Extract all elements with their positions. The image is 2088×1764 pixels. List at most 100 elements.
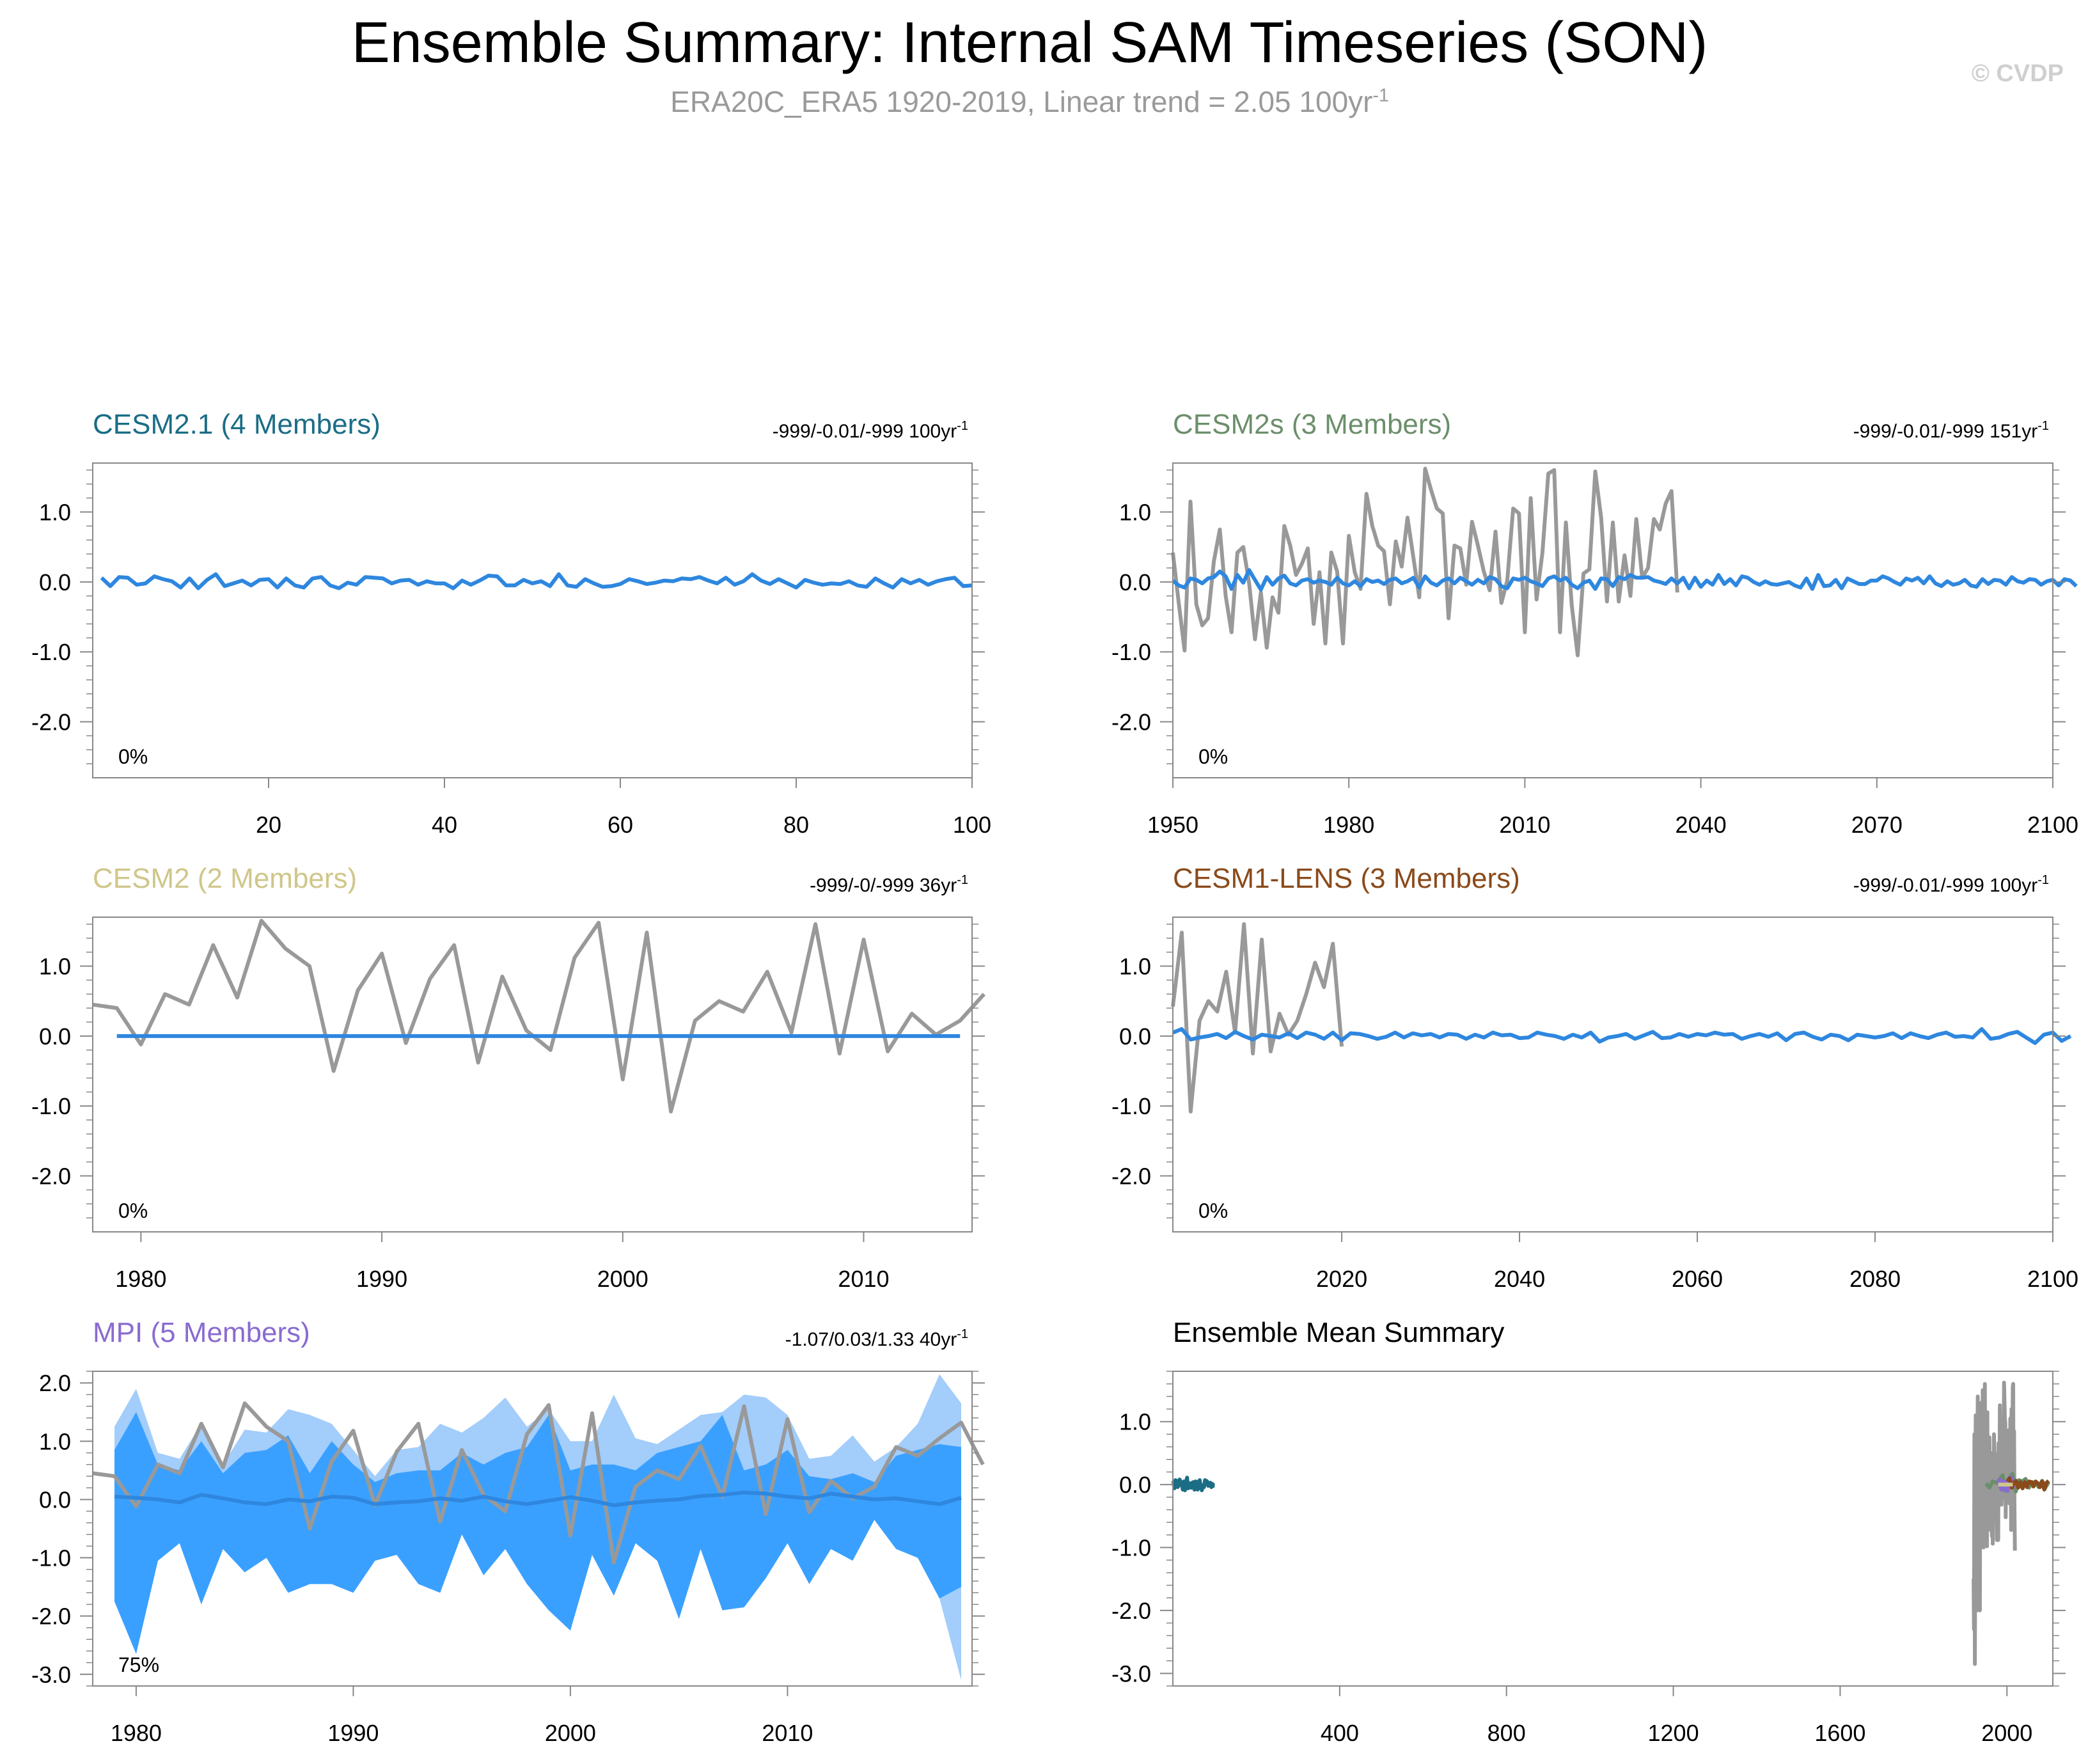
- observed-sam-line: [1171, 466, 1679, 658]
- x-tick-label: 2000: [1981, 1720, 2032, 1746]
- x-tick-label: 1980: [1323, 812, 1374, 838]
- y-tick-label: -1.0: [1111, 1093, 1151, 1119]
- y-tick-label: -1.0: [31, 1093, 71, 1119]
- panel-title: CESM1-LENS (3 Members): [1173, 863, 1520, 894]
- stats-text: -1.07/0.03/1.33 40yr: [785, 1329, 957, 1350]
- y-tick-label: 1.0: [39, 1428, 71, 1454]
- subtitle-text: ERA20C_ERA5 1920-2019, Linear trend = 2.…: [670, 85, 1373, 118]
- y-tick-label: -3.0: [31, 1662, 71, 1688]
- cvdp-watermark: © CVDP: [1971, 60, 2064, 87]
- panel-title: CESM2.1 (4 Members): [93, 409, 381, 440]
- chart-panel-cesm2s: CESM2s (3 Members) -999/-0.01/-999 151yr-…: [1111, 409, 2078, 838]
- x-tick-label: 2010: [838, 1266, 889, 1292]
- panel-title: Ensemble Mean Summary: [1173, 1317, 1504, 1348]
- chart-panel-cesm1: CESM1-LENS (3 Members) -999/-0.01/-999 10…: [1111, 863, 2078, 1292]
- observed-sam-line: [92, 918, 986, 1114]
- y-tick-label: -2.0: [31, 709, 71, 736]
- y-tick-label: 0.0: [1119, 1472, 1151, 1498]
- x-tick-label: 2010: [762, 1720, 813, 1746]
- y-tick-label: -2.0: [31, 1163, 71, 1190]
- x-tick-label: 2000: [597, 1266, 648, 1292]
- stats-exponent: -1: [957, 1327, 968, 1341]
- plot-frame: [92, 462, 973, 778]
- y-tick-label: 1.0: [1119, 500, 1151, 526]
- x-tick-label: 1950: [1147, 812, 1198, 838]
- page-subtitle: ERA20C_ERA5 1920-2019, Linear trend = 2.…: [0, 84, 2059, 119]
- x-tick-label: 2100: [2027, 812, 2078, 838]
- x-tick-label: 2010: [1499, 812, 1550, 838]
- chart-panel-mpi: MPI (5 Members) -1.07/0.03/1.33 40yr-1 2.0…: [31, 1317, 985, 1746]
- percent-label: 0%: [118, 1199, 148, 1222]
- ensemble-mean-line: [100, 572, 973, 590]
- y-tick-label: 1.0: [1119, 1409, 1151, 1435]
- panel-stats: -999/-0.01/-999 151yr-1: [1853, 419, 2049, 442]
- x-tick-label: 400: [1321, 1720, 1359, 1746]
- summary-series-observations: [1972, 1380, 2017, 1666]
- x-tick-label: 2070: [1851, 812, 1903, 838]
- panel-stats: -1.07/0.03/1.33 40yr-1: [785, 1327, 968, 1350]
- panel-title: CESM2s (3 Members): [1173, 409, 1451, 440]
- y-tick-label: -1.0: [1111, 1535, 1151, 1561]
- observed-sam-line: [92, 1401, 985, 1564]
- y-tick-label: 0.0: [39, 1023, 71, 1050]
- x-tick-label: 1990: [327, 1720, 379, 1746]
- stats-text: -999/-0/-999 36yr: [810, 875, 957, 896]
- page-title: Ensemble Summary: Internal SAM Timeserie…: [351, 11, 1708, 75]
- ensemble-mean-line: [1172, 1027, 2072, 1045]
- stats-text: -999/-0.01/-999 100yr: [773, 421, 957, 442]
- ensemble-mean-line: [114, 1490, 962, 1508]
- plot-frame: [1172, 462, 2053, 778]
- stats-exponent: -1: [957, 419, 968, 433]
- x-tick-label: 100: [953, 812, 991, 838]
- y-tick-label: 0.0: [1119, 1023, 1151, 1050]
- stats-text: -999/-0.01/-999 100yr: [1853, 875, 2038, 896]
- summary-series-cesm1-lens: [2006, 1476, 2050, 1492]
- panel-title: MPI (5 Members): [93, 1317, 310, 1348]
- y-tick-label: -2.0: [1111, 709, 1151, 736]
- x-tick-label: 60: [608, 812, 633, 838]
- percent-label: 0%: [1198, 1199, 1228, 1222]
- x-tick-label: 80: [783, 812, 809, 838]
- y-tick-label: 0.0: [39, 569, 71, 595]
- percent-label: 0%: [1198, 745, 1228, 768]
- x-tick-label: 1990: [356, 1266, 407, 1292]
- subtitle-exponent: -1: [1372, 85, 1389, 106]
- stats-text: -999/-0.01/-999 151yr: [1853, 421, 2038, 442]
- x-tick-label: 1200: [1648, 1720, 1699, 1746]
- x-tick-label: 1980: [115, 1266, 166, 1292]
- x-tick-label: 1980: [111, 1720, 162, 1746]
- plot-frame: [92, 1371, 973, 1687]
- y-tick-label: -2.0: [1111, 1163, 1151, 1190]
- y-tick-label: -1.0: [31, 1545, 71, 1571]
- panel-stats: -999/-0.01/-999 100yr-1: [1853, 873, 2049, 896]
- stats-exponent: -1: [2037, 419, 2049, 433]
- percent-label: 0%: [118, 745, 148, 768]
- y-tick-label: 1.0: [39, 954, 71, 980]
- observed-sam-line: [1171, 922, 1344, 1114]
- y-tick-label: 1.0: [1119, 954, 1151, 980]
- x-tick-label: 2040: [1494, 1266, 1545, 1292]
- y-tick-label: 0.0: [39, 1486, 71, 1513]
- percent-label: 75%: [118, 1653, 159, 1676]
- chart-panel-cesm2: CESM2 (2 Members) -999/-0/-999 36yr-1 1.0 0…: [31, 863, 986, 1292]
- x-tick-label: 1600: [1814, 1720, 1865, 1746]
- x-tick-label: 2060: [1672, 1266, 1723, 1292]
- plot-frame: [92, 917, 973, 1232]
- x-tick-label: 800: [1488, 1720, 1526, 1746]
- y-tick-label: 0.0: [1119, 569, 1151, 595]
- x-tick-label: 2080: [1849, 1266, 1901, 1292]
- summary-series-cesm2-1: [1171, 1476, 1216, 1492]
- x-tick-label: 2040: [1676, 812, 1727, 838]
- y-tick-label: 2.0: [39, 1370, 71, 1396]
- x-tick-label: 2020: [1316, 1266, 1367, 1292]
- ensemble-mean-line: [1172, 568, 2078, 592]
- y-tick-label: -1.0: [31, 639, 71, 665]
- stats-exponent: -1: [2037, 873, 2049, 887]
- plot-frame: [1172, 1371, 2053, 1687]
- y-tick-label: -2.0: [31, 1603, 71, 1630]
- panel-stats: -999/-0.01/-999 100yr-1: [773, 419, 968, 442]
- chart-panel-cesm21: CESM2.1 (4 Members) -999/-0.01/-999 100yr…: [31, 409, 991, 838]
- y-tick-label: -3.0: [1111, 1660, 1151, 1687]
- plot-frame: [1172, 917, 2053, 1232]
